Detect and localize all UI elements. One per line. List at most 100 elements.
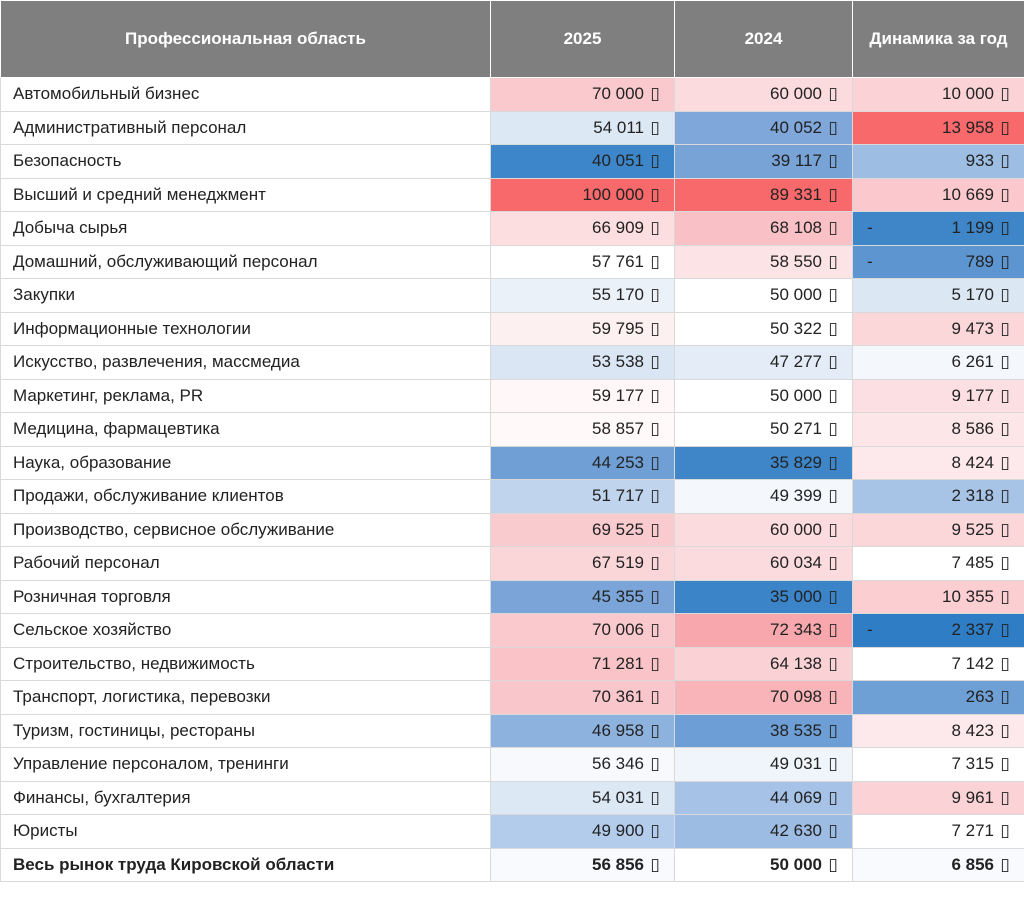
- currency-icon: ▯: [650, 285, 660, 305]
- value-2024-cell: 70 098 ▯: [674, 680, 853, 715]
- currency-icon: ▯: [1000, 821, 1010, 841]
- value: 9 177: [951, 385, 994, 405]
- currency-icon: ▯: [650, 218, 660, 238]
- value: 50 000: [770, 854, 822, 874]
- value: 1 199: [951, 218, 994, 238]
- value: 40 052: [770, 117, 822, 137]
- currency-icon: ▯: [1000, 754, 1010, 774]
- area-name-cell: Сельское хозяйство: [0, 613, 491, 648]
- value-2025-cell: 58 857 ▯: [490, 412, 675, 447]
- value: 7 315: [951, 754, 994, 774]
- currency-icon: ▯: [650, 251, 660, 271]
- value-2024-cell: 60 034 ▯: [674, 546, 853, 581]
- currency-icon: ▯: [650, 318, 660, 338]
- dynamics-cell: 7 485 ▯: [852, 546, 1024, 581]
- value: 49 031: [770, 754, 822, 774]
- value: 71 281: [592, 653, 644, 673]
- table-row: Юристы 49 900 ▯ 42 630 ▯ 7 271 ▯: [0, 814, 1024, 849]
- value-2025-cell: 70 000 ▯: [490, 77, 675, 112]
- value: 68 108: [770, 218, 822, 238]
- value: 2 318: [951, 486, 994, 506]
- value: 13 958: [942, 117, 994, 137]
- value-2024-cell: 42 630 ▯: [674, 814, 853, 849]
- area-name-cell: Информационные технологии: [0, 311, 491, 346]
- value: 64 138: [770, 653, 822, 673]
- value: 72 343: [770, 620, 822, 640]
- area-name-cell: Транспорт, логистика, перевозки: [0, 680, 491, 715]
- value-2024-cell: 50 000 ▯: [674, 847, 853, 882]
- currency-icon: ▯: [1000, 352, 1010, 372]
- value: 89 331: [770, 184, 822, 204]
- value: 50 322: [770, 318, 822, 338]
- currency-icon: ▯: [828, 754, 838, 774]
- value-2025-cell: 71 281 ▯: [490, 646, 675, 681]
- currency-icon: ▯: [828, 251, 838, 271]
- currency-icon: ▯: [650, 419, 660, 439]
- value: 70 000: [592, 84, 644, 104]
- value: 66 909: [592, 218, 644, 238]
- value-2025-cell: 56 856 ▯: [490, 847, 675, 882]
- area-name-cell: Производство, сервисное обслуживание: [0, 512, 491, 547]
- dynamics-cell: 6 261 ▯: [852, 345, 1024, 380]
- value: 10 000: [942, 84, 994, 104]
- currency-icon: ▯: [1000, 251, 1010, 271]
- value: 9 961: [951, 787, 994, 807]
- value-2024-cell: 40 052 ▯: [674, 110, 853, 145]
- value: 50 271: [770, 419, 822, 439]
- currency-icon: ▯: [828, 687, 838, 707]
- value: 46 958: [592, 720, 644, 740]
- table-row: Медицина, фармацевтика 58 857 ▯ 50 271 ▯ 8 58…: [0, 412, 1024, 447]
- value: 8 424: [951, 452, 994, 472]
- area-name-cell: Добыча сырья: [0, 211, 491, 246]
- value-2025-cell: 54 011 ▯: [490, 110, 675, 145]
- currency-icon: ▯: [1000, 184, 1010, 204]
- value-2024-cell: 38 535 ▯: [674, 713, 853, 748]
- header-dynamics: Динамика за год: [852, 0, 1024, 78]
- currency-icon: ▯: [650, 653, 660, 673]
- value-2024-cell: 72 343 ▯: [674, 613, 853, 648]
- value: 50 000: [770, 385, 822, 405]
- area-name-cell: Юристы: [0, 814, 491, 849]
- area-name-cell: Домашний, обслуживающий персонал: [0, 244, 491, 279]
- value: 9 473: [951, 318, 994, 338]
- currency-icon: ▯: [828, 419, 838, 439]
- value: 6 856: [951, 854, 994, 874]
- currency-icon: ▯: [828, 452, 838, 472]
- value: 58 857: [592, 419, 644, 439]
- currency-icon: ▯: [828, 352, 838, 372]
- currency-icon: ▯: [828, 184, 838, 204]
- currency-icon: ▯: [650, 821, 660, 841]
- value-2024-cell: 68 108 ▯: [674, 211, 853, 246]
- table-header: Профессиональная область 2025 2024 Динам…: [0, 0, 1024, 78]
- value: 263: [965, 687, 994, 707]
- table-row: Строительство, недвижимость 71 281 ▯ 64 138…: [0, 646, 1024, 681]
- value-2024-cell: 60 000 ▯: [674, 512, 853, 547]
- dynamics-cell: 7 315 ▯: [852, 747, 1024, 782]
- currency-icon: ▯: [650, 720, 660, 740]
- value: 39 117: [771, 151, 822, 171]
- value: 56 856: [592, 854, 644, 874]
- value: 44 253: [592, 452, 644, 472]
- value: 9 525: [951, 519, 994, 539]
- header-professional-area: Профессиональная область: [0, 0, 491, 78]
- currency-icon: ▯: [1000, 285, 1010, 305]
- currency-icon: ▯: [1000, 720, 1010, 740]
- currency-icon: ▯: [650, 84, 660, 104]
- area-name-cell: Продажи, обслуживание клиентов: [0, 479, 491, 514]
- currency-icon: ▯: [650, 452, 660, 472]
- currency-icon: ▯: [650, 620, 660, 640]
- dynamics-cell: 8 423 ▯: [852, 713, 1024, 748]
- table-row: Высший и средний менеджмент 100 000 ▯ 89 33…: [0, 177, 1024, 212]
- table-row: Финансы, бухгалтерия 54 031 ▯ 44 069 ▯ 9 961 ▯: [0, 780, 1024, 815]
- area-name-cell: Закупки: [0, 278, 491, 313]
- dynamics-cell: 8 424 ▯: [852, 445, 1024, 480]
- table-row: Управление персоналом, тренинги 56 346 ▯ 49…: [0, 747, 1024, 782]
- negative-sign: -: [867, 218, 873, 238]
- value-2025-cell: 100 000 ▯: [490, 177, 675, 212]
- value: 60 034: [770, 553, 822, 573]
- dynamics-cell: 9 961 ▯: [852, 780, 1024, 815]
- value-2025-cell: 49 900 ▯: [490, 814, 675, 849]
- value-2025-cell: 56 346 ▯: [490, 747, 675, 782]
- value-2025-cell: 53 538 ▯: [490, 345, 675, 380]
- area-name-cell: Наука, образование: [0, 445, 491, 480]
